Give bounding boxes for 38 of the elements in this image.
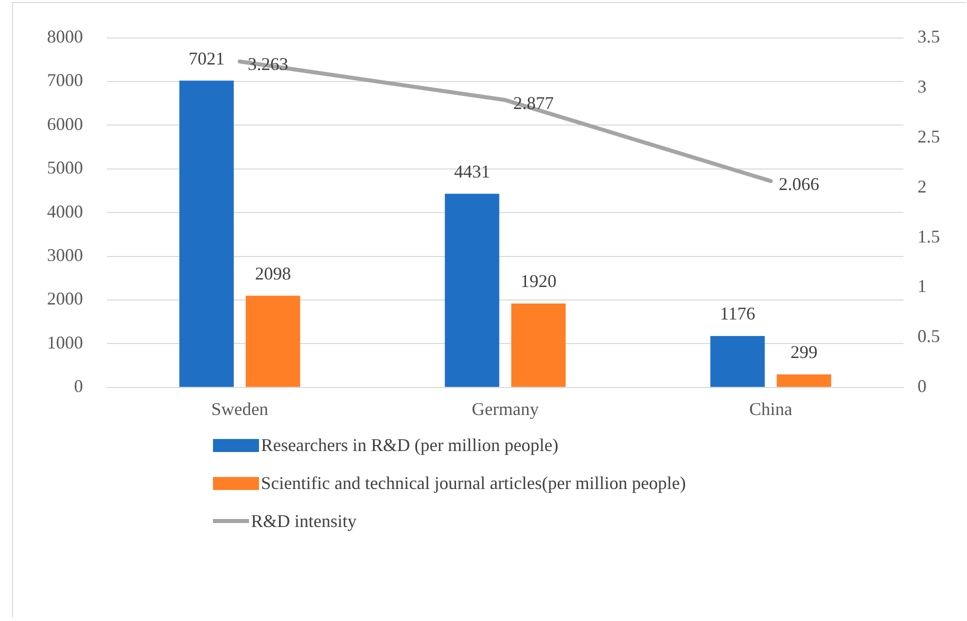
data-label: 7021	[188, 48, 225, 68]
bar	[246, 296, 300, 387]
y2-tick-label: 3.5	[918, 26, 940, 47]
y-tick-label: 5000	[47, 158, 83, 178]
y-tick-label: 4000	[47, 201, 83, 222]
data-label: 2.066	[778, 174, 820, 194]
y2-tick-label: 3	[918, 76, 926, 96]
y-tick-label: 2000	[47, 288, 83, 309]
y2-tick-label: 2.5	[918, 126, 940, 146]
data-label: 1920	[520, 271, 556, 292]
y2-tick-label: 0	[918, 376, 926, 396]
bar	[179, 80, 234, 387]
bar	[710, 336, 765, 387]
y2-tick-label: 1	[918, 276, 926, 296]
y-tick-label: 0	[74, 376, 83, 396]
y-tick-label: 7000	[47, 70, 83, 90]
legend-label: Scientific and technical journal articles(per million people)	[261, 472, 686, 494]
legend-label: R&D intensity	[251, 510, 357, 532]
data-label: 299	[790, 342, 818, 362]
x-tick-label: Germany	[472, 398, 539, 419]
y-tick-label: 3000	[47, 245, 83, 266]
data-label: 3.263	[248, 54, 288, 74]
bar	[511, 303, 566, 387]
y2-tick-label: 1.5	[918, 226, 940, 246]
bar	[444, 194, 500, 387]
bar	[776, 374, 832, 387]
y-tick-label: 6000	[47, 114, 83, 134]
data-label: 2098	[254, 263, 291, 284]
x-tick-label: Sweden	[211, 398, 268, 419]
x-tick-label: China	[749, 398, 792, 419]
y2-tick-label: 2	[918, 176, 926, 196]
legend-label: Researchers in R&D (per million people)	[261, 434, 558, 456]
y-tick-label: 1000	[47, 332, 83, 352]
data-label: 4431	[454, 162, 490, 182]
data-label: 1176	[720, 304, 756, 324]
y-tick-label: 8000	[47, 26, 83, 47]
y2-tick-label: 0.5	[918, 326, 940, 346]
data-label: 2.877	[513, 92, 554, 113]
